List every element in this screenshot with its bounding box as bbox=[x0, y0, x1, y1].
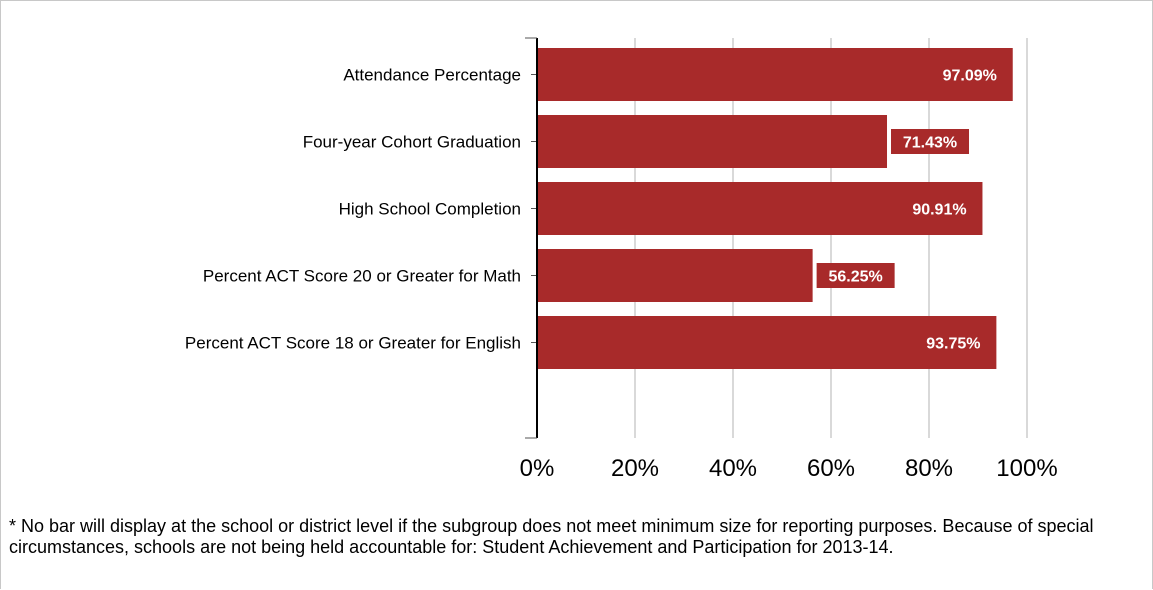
category-label-3: Percent ACT Score 20 or Greater for Math bbox=[203, 267, 521, 286]
x-tick-label-0: 0% bbox=[520, 455, 555, 482]
value-label-4: 93.75% bbox=[926, 336, 980, 353]
category-label-4: Percent ACT Score 18 or Greater for Engl… bbox=[185, 334, 521, 353]
value-label-3: 56.25% bbox=[828, 269, 882, 286]
axes bbox=[525, 37, 538, 439]
category-label-0: Attendance Percentage bbox=[343, 66, 521, 85]
x-tick-label-40: 40% bbox=[709, 455, 757, 482]
labels: 0% 20% 40% 60% 80% 100% Attendance Percentage 9… bbox=[185, 66, 1058, 483]
x-tick-label-20: 20% bbox=[611, 455, 659, 482]
footnote-text: * No bar will display at the school or d… bbox=[9, 516, 1094, 557]
bar-1 bbox=[537, 115, 888, 168]
x-tick-label-100: 100% bbox=[996, 455, 1057, 482]
value-label-bg-1 bbox=[891, 129, 970, 154]
value-label-0: 97.09% bbox=[943, 68, 997, 85]
grid-lines bbox=[634, 38, 1028, 438]
category-label-1: Four-year Cohort Graduation bbox=[303, 133, 521, 152]
x-tick-label-60: 60% bbox=[807, 455, 855, 482]
bars bbox=[537, 48, 1013, 369]
value-label-1: 71.43% bbox=[903, 135, 957, 152]
value-label-bg-3 bbox=[816, 263, 895, 288]
bar-4 bbox=[537, 316, 997, 369]
bar-2 bbox=[537, 182, 983, 235]
bar-chart: 0% 20% 40% 60% 80% 100% Attendance Percentage 9… bbox=[185, 37, 1058, 483]
category-label-2: High School Completion bbox=[339, 200, 521, 219]
bar-0 bbox=[537, 48, 1013, 101]
value-label-2: 90.91% bbox=[912, 202, 966, 219]
bar-3 bbox=[537, 249, 813, 302]
x-tick-label-80: 80% bbox=[905, 455, 953, 482]
